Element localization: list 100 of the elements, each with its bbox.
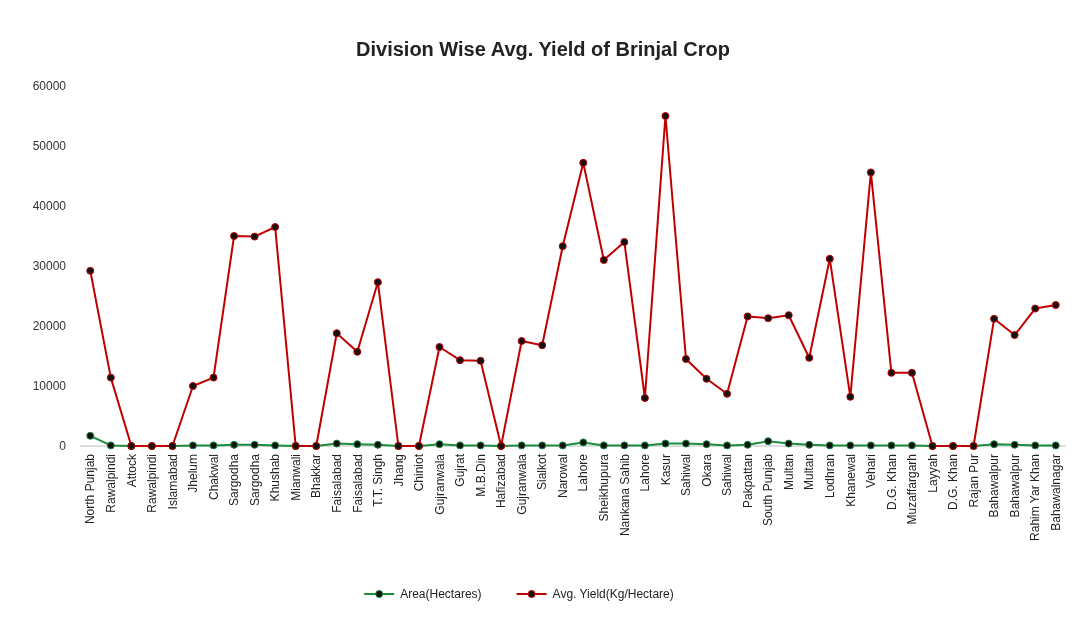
point	[373, 278, 382, 287]
point	[517, 337, 526, 345]
point	[640, 394, 649, 402]
x-tick-label: Jhelum	[186, 454, 201, 493]
y-tick-label: 10000	[32, 379, 67, 394]
point	[599, 256, 608, 264]
x-tick-label: Pakpattan	[740, 454, 755, 509]
x-tick-label: Sahiwal	[679, 454, 694, 497]
x-tick-label: Bahawalnagar	[1048, 454, 1063, 531]
point	[353, 440, 362, 449]
x-tick-label: Gujranwala	[432, 453, 447, 515]
point	[332, 439, 341, 448]
point	[743, 312, 752, 321]
x-tick-label: Muzaffargarh	[905, 454, 920, 525]
point	[866, 441, 875, 450]
x-tick-label: Rawalpindi	[145, 454, 160, 513]
x-tick-label: T.T. Singh	[371, 454, 386, 507]
x-tick-label: Sargodha	[247, 453, 262, 507]
point	[825, 441, 834, 450]
point	[209, 441, 218, 450]
x-tick-label: D.G. Khan	[946, 454, 961, 511]
x-tick-label: Chiniot	[412, 453, 427, 492]
x-tick-label: Sargodha	[227, 453, 242, 507]
point	[599, 441, 608, 450]
point	[723, 441, 732, 450]
point	[681, 355, 690, 363]
x-tick-label: Narowal	[555, 454, 570, 499]
x-tick-label: Jhang	[391, 454, 406, 487]
x-tick-label: Sahiwal	[720, 454, 735, 497]
x-tick-label: Lahore	[638, 453, 653, 492]
x-tick-label: Lahore	[576, 453, 591, 492]
y-tick-label: 0	[59, 439, 67, 454]
point	[846, 392, 855, 401]
point	[106, 373, 115, 382]
x-tick-label: Khanewal	[843, 454, 858, 507]
x-tick-label: Hafizabad	[494, 454, 509, 509]
point	[250, 440, 259, 449]
x-tick-label: Gujranwala	[514, 453, 529, 515]
point	[620, 441, 629, 450]
point	[86, 266, 95, 275]
point	[271, 441, 280, 450]
point	[558, 441, 567, 450]
chart-title: Division Wise Avg. Yield of Brinjal Crop	[356, 38, 730, 60]
point	[743, 440, 752, 449]
point	[332, 329, 341, 338]
x-tick-label: Layyah	[925, 454, 940, 493]
point	[681, 439, 690, 448]
point	[250, 232, 259, 241]
point	[230, 440, 239, 449]
point	[702, 440, 711, 449]
x-tick-label: Nankana Sahib	[617, 453, 632, 537]
x-tick-label: Chakwal	[206, 454, 221, 501]
x-tick-label: Multan	[802, 454, 817, 491]
x-tick-label: Faisalabad	[329, 454, 344, 513]
point	[784, 439, 793, 448]
x-tick-label: Bahawalpur	[987, 454, 1002, 518]
x-tick-label: Attock	[124, 453, 139, 488]
point	[456, 441, 465, 450]
point	[764, 314, 773, 323]
point	[435, 343, 444, 351]
point	[517, 441, 526, 450]
point	[661, 439, 670, 448]
point	[188, 441, 197, 450]
point	[805, 353, 814, 362]
x-tick-label: Lodhran	[822, 454, 837, 499]
point	[209, 373, 218, 382]
point	[86, 431, 95, 440]
x-tick-label: South Punjab	[761, 453, 776, 527]
y-tick-label: 20000	[32, 319, 67, 334]
y-tick-label: 40000	[32, 199, 67, 214]
point	[558, 242, 567, 251]
point	[476, 441, 485, 450]
point	[230, 232, 239, 240]
legend-label: Area(Hectares)	[400, 587, 482, 602]
point	[373, 440, 382, 449]
point	[661, 112, 670, 120]
point	[825, 254, 834, 263]
point	[866, 168, 875, 177]
point	[456, 356, 465, 365]
point	[805, 440, 814, 449]
point	[1010, 440, 1019, 449]
point	[106, 441, 115, 450]
point	[723, 389, 732, 398]
x-tick-label: Islamabad	[165, 454, 180, 510]
x-tick-label: Kasur	[658, 454, 673, 486]
point	[538, 341, 547, 350]
point	[784, 311, 793, 320]
x-tick-label: Rawalpindi	[104, 454, 119, 513]
point	[1010, 331, 1019, 339]
x-tick-label: Gujrat	[453, 453, 468, 487]
point	[1051, 301, 1060, 309]
x-tick-label: Multan	[781, 454, 796, 491]
point	[764, 437, 773, 446]
x-tick-label: Vehari	[864, 454, 879, 489]
point	[907, 368, 916, 377]
legend-label: Avg. Yield(Kg/Hectare)	[552, 587, 674, 602]
point	[271, 223, 280, 231]
point	[1051, 441, 1060, 450]
x-tick-label: Bhakkar	[309, 454, 324, 499]
x-tick-label: M.B.Din	[473, 454, 488, 497]
